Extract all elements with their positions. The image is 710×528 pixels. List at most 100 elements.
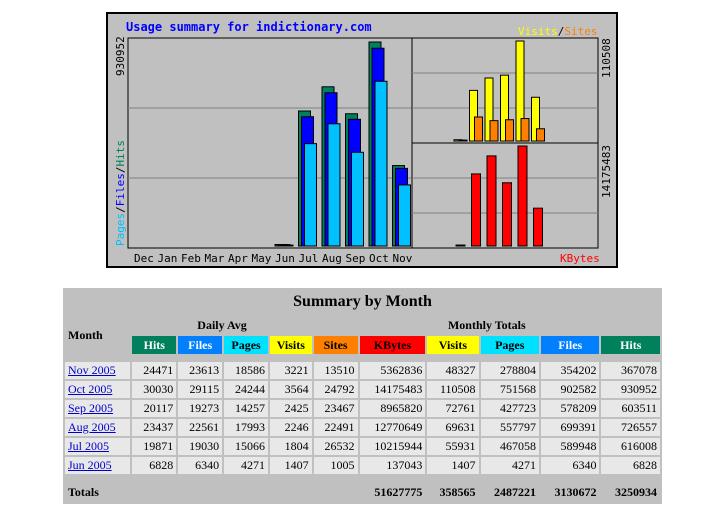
monthly-kbytes-cell: 137043 (359, 457, 426, 474)
monthly-visits-cell: 72761 (427, 400, 479, 417)
totals-visits: 358565 (427, 482, 479, 502)
daily-pages-cell: 24244 (224, 381, 268, 398)
summary-table: Summary by Month Month Daily Avg Monthly… (63, 288, 662, 504)
pages-bar (280, 244, 294, 247)
monthly-hits-header: Hits (601, 336, 660, 354)
monthly-visits-cell: 1407 (427, 457, 479, 474)
daily-files-cell: 22561 (178, 419, 223, 436)
monthly-pages-cell: 751568 (480, 381, 539, 398)
sites-legend: Sites (564, 25, 597, 38)
usage-chart-svg: Usage summary for indictionary.com Visit… (114, 20, 613, 265)
visits-sites-legend: Visits/Sites (518, 25, 598, 38)
monthly-kbytes-cell: 10215944 (359, 438, 426, 455)
month-tick-label: Oct (369, 252, 389, 265)
table-row: Oct 2005 30030 29115 24244 3564 24792 14… (65, 381, 660, 398)
monthly-hits-cell: 6828 (601, 457, 660, 474)
daily-visits-cell: 3564 (269, 381, 312, 398)
monthly-visits-cell: 69631 (427, 419, 479, 436)
daily-hits-cell: 23437 (132, 419, 177, 436)
daily-pages-cell: 18586 (224, 362, 268, 379)
summary-rows: Nov 2005 24471 23613 18586 3221 13510 53… (65, 362, 660, 474)
month-tick-label: Dec (134, 252, 154, 265)
daily-files-cell: 23613 (178, 362, 223, 379)
month-tick-label: Nov (393, 252, 413, 265)
monthly-totals-header: Monthly Totals (313, 316, 660, 334)
daily-pages-header: Pages (224, 336, 268, 354)
kbytes-axis-max-label: 14175483 (600, 145, 613, 198)
chart-bars (274, 40, 545, 247)
month-cell: Aug 2005 (65, 419, 131, 436)
kbytes-bar (455, 244, 466, 247)
table-row: Sep 2005 20117 19273 14257 2425 23467 89… (65, 400, 660, 417)
daily-hits-cell: 24471 (132, 362, 177, 379)
monthly-hits-cell: 367078 (601, 362, 660, 379)
hits-plot-area (127, 37, 413, 249)
month-link[interactable]: Jun 2005 (68, 458, 112, 472)
month-tick-label: Jan (158, 252, 178, 265)
monthly-pages-cell: 427723 (480, 400, 539, 417)
monthly-pages-cell: 278804 (480, 362, 539, 379)
month-cell: Jun 2005 (65, 457, 131, 474)
daily-visits-cell: 1407 (269, 457, 312, 474)
chart-title: Usage summary for indictionary.com (126, 20, 372, 34)
month-header: Month (65, 316, 131, 354)
summary-title: Summary by Month (65, 290, 660, 314)
pages-bar (304, 143, 317, 247)
pages-bar (374, 80, 388, 247)
month-link[interactable]: Aug 2005 (68, 420, 116, 434)
table-row: Nov 2005 24471 23613 18586 3221 13510 53… (65, 362, 660, 379)
sites-bar (505, 119, 514, 142)
monthly-files-cell: 902582 (540, 381, 600, 398)
monthly-hits-cell: 603511 (601, 400, 660, 417)
month-tick-label: Sep (346, 252, 366, 265)
kbytes-legend: KBytes (560, 252, 600, 265)
monthly-sites-cell: 23467 (313, 400, 358, 417)
monthly-files-cell: 6340 (540, 457, 600, 474)
daily-visits-cell: 3221 (269, 362, 312, 379)
totals-spacer (65, 476, 660, 480)
daily-files-cell: 19273 (178, 400, 223, 417)
month-tick-label: Jun (275, 252, 295, 265)
daily-hits-header: Hits (132, 336, 177, 354)
visits-legend: Visits (518, 25, 558, 38)
daily-hits-cell: 6828 (132, 457, 177, 474)
monthly-kbytes-cell: 14175483 (359, 381, 426, 398)
monthly-kbytes-cell: 5362836 (359, 362, 426, 379)
month-link[interactable]: Nov 2005 (68, 363, 116, 377)
kbytes-bar (471, 173, 481, 247)
monthly-kbytes-cell: 8965820 (359, 400, 426, 417)
header-spacer (65, 356, 660, 360)
monthly-visits-header: Visits (427, 336, 479, 354)
month-link[interactable]: Oct 2005 (68, 382, 113, 396)
month-tick-label: May (252, 252, 272, 265)
monthly-files-cell: 354202 (540, 362, 600, 379)
month-labels: Dec Jan Feb Mar Apr May Jun Jul Aug Sep Oct Nov (134, 252, 413, 265)
visits-axis-max-label: 110508 (600, 38, 613, 78)
kbytes-bar (502, 182, 512, 247)
daily-files-cell: 6340 (178, 457, 223, 474)
monthly-kbytes-cell: 12770649 (359, 419, 426, 436)
month-link[interactable]: Jul 2005 (68, 439, 110, 453)
kbytes-bar (533, 207, 543, 247)
table-row: Jun 2005 6828 6340 4271 1407 1005 137043… (65, 457, 660, 474)
daily-visits-header: Visits (269, 336, 312, 354)
monthly-pages-cell: 467058 (480, 438, 539, 455)
visits-bar (531, 96, 540, 142)
daily-hits-cell: 30030 (132, 381, 177, 398)
month-cell: Sep 2005 (65, 400, 131, 417)
month-link[interactable]: Sep 2005 (68, 401, 113, 415)
daily-visits-cell: 2425 (269, 400, 312, 417)
sites-bar (474, 116, 483, 142)
totals-kbytes: 51627775 (359, 482, 426, 502)
daily-pages-cell: 4271 (224, 457, 268, 474)
monthly-hits-cell: 726557 (601, 419, 660, 436)
monthly-pages-cell: 4271 (480, 457, 539, 474)
monthly-files-cell: 699391 (540, 419, 600, 436)
monthly-files-cell: 589948 (540, 438, 600, 455)
daily-files-cell: 19030 (178, 438, 223, 455)
month-tick-label: Jul (299, 252, 319, 265)
totals-pages: 2487221 (480, 482, 539, 502)
monthly-pages-cell: 557797 (480, 419, 539, 436)
table-row: Aug 2005 23437 22561 17993 2246 22491 12… (65, 419, 660, 436)
monthly-hits-cell: 930952 (601, 381, 660, 398)
